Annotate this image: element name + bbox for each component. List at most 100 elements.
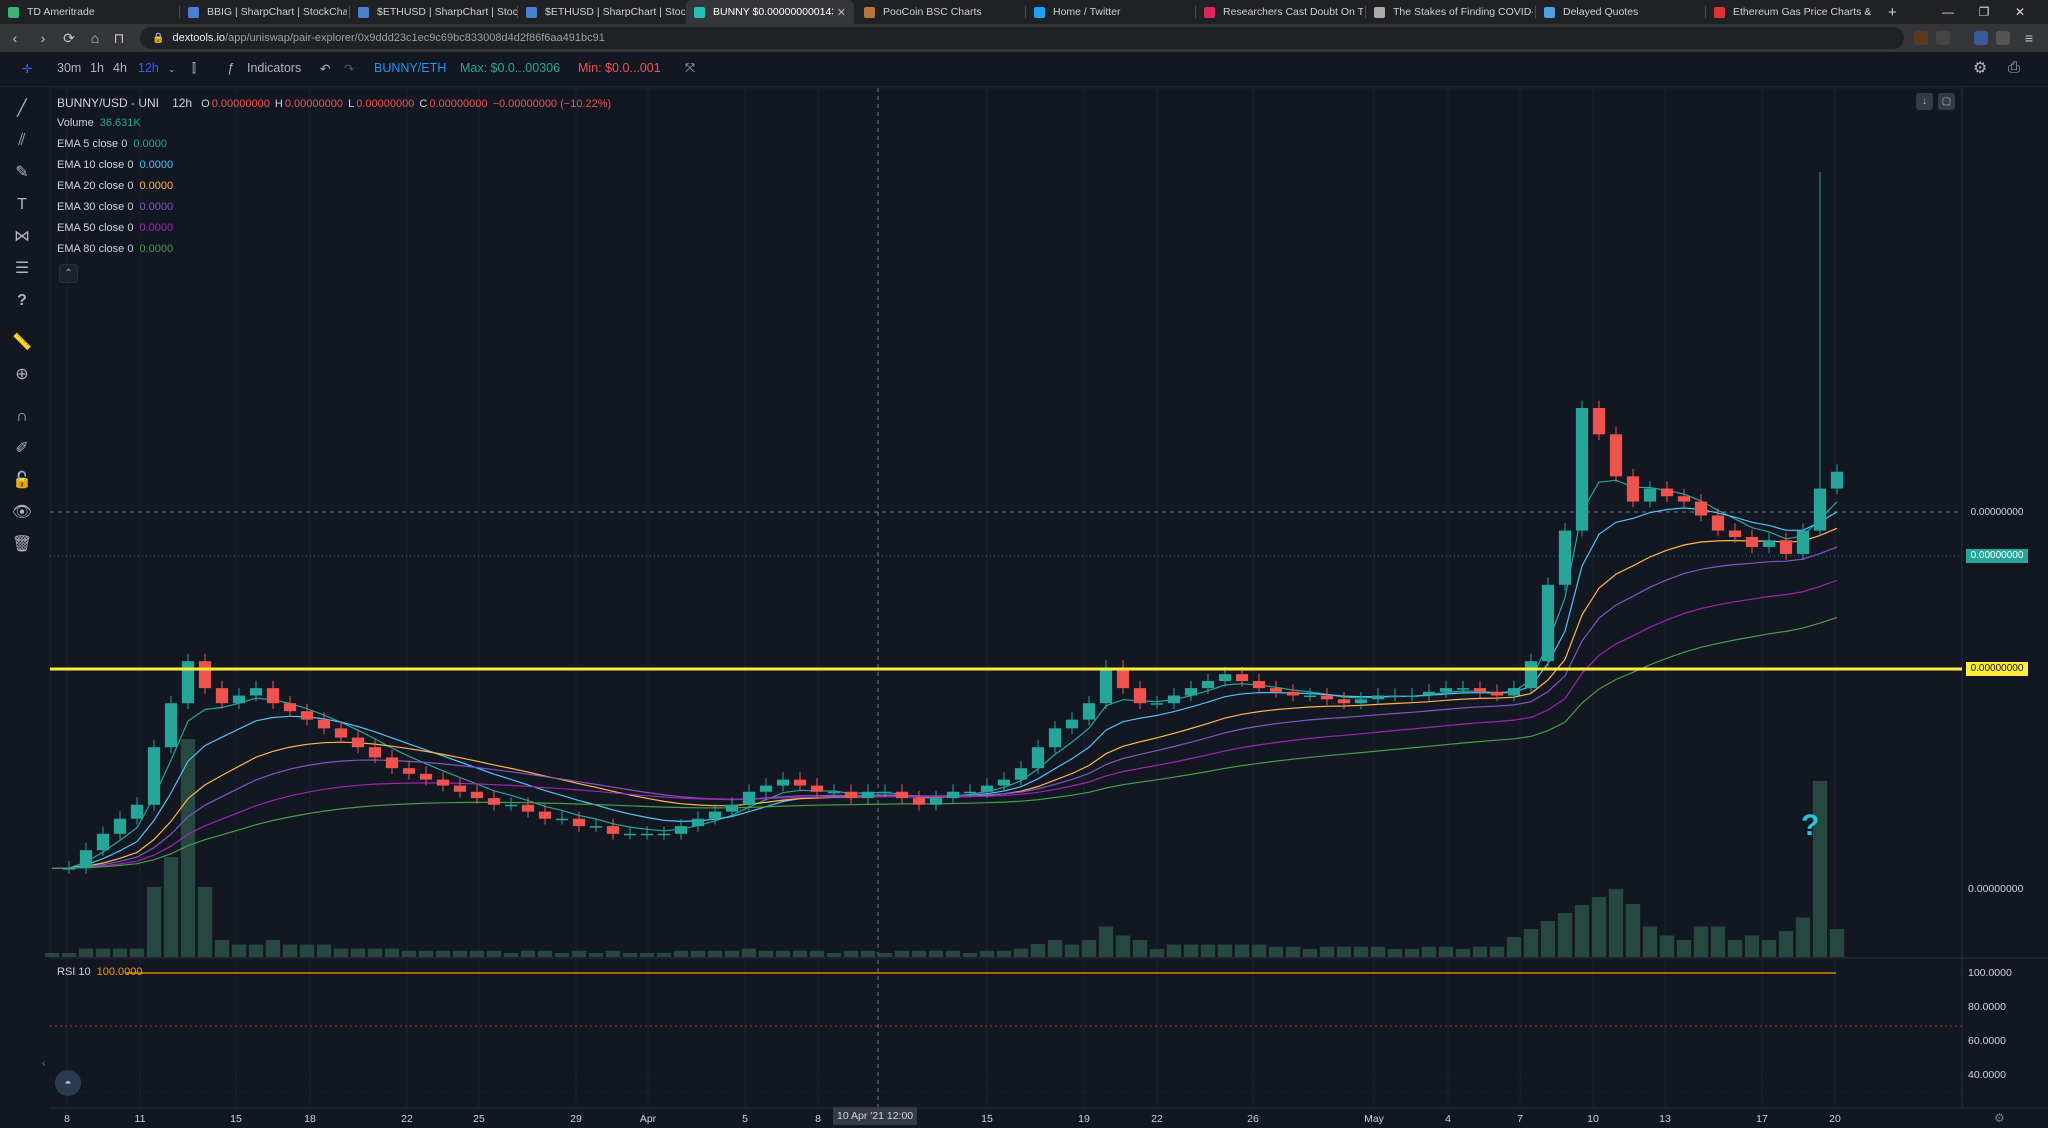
ema-label: EMA 20 close 0 <box>57 180 134 192</box>
interval-1h[interactable]: 1h <box>90 61 104 75</box>
chevron-down-icon[interactable]: ⌄ <box>168 64 176 74</box>
axis-settings-icon[interactable]: ⚙ <box>1994 1111 2005 1125</box>
tab-favicon-icon <box>1204 6 1215 18</box>
prediction-icon[interactable]: ☰ <box>14 260 30 277</box>
ruler-icon[interactable]: 📏 <box>12 334 32 351</box>
pattern-icon[interactable]: ⋈ <box>14 228 30 245</box>
browser-tab[interactable]: BUNNY $0.000000000143 - P✕ <box>686 0 854 24</box>
minimize-icon[interactable]: — <box>1942 5 1954 19</box>
crosshair-icon[interactable]: ✛ <box>22 62 33 76</box>
tab-favicon-icon <box>864 6 875 18</box>
browser-tab[interactable]: Delayed Quotes <box>1536 0 1704 24</box>
volume-legend[interactable]: Volume 36.631K <box>57 117 141 129</box>
time-axis-label: 18 <box>304 1113 316 1125</box>
tab-favicon-icon <box>188 6 199 18</box>
back-arrow-icon[interactable]: ‹ <box>12 30 18 46</box>
browser-tab[interactable]: $ETHUSD | SharpChart | StockCh <box>350 0 518 24</box>
chart-toolbar: ✛ 30m 1h 4h 12h ⌄ ⫿ ƒ Indicators ↶ ↷ BUN… <box>0 52 2048 87</box>
text-tool-icon[interactable]: T <box>17 196 27 213</box>
ema-legend-row[interactable]: EMA 50 close 0 0.0000 <box>57 222 173 234</box>
extension-icon[interactable] <box>1974 31 1988 45</box>
brave-shield-icon[interactable] <box>1914 31 1928 45</box>
tab-title: Researchers Cast Doubt On Theo <box>1223 6 1363 18</box>
browser-tab[interactable]: TD Ameritrade <box>0 0 168 24</box>
tab-close-icon[interactable]: ✕ <box>836 6 846 19</box>
tab-separator <box>1365 6 1366 18</box>
tab-separator <box>179 6 180 18</box>
interval-4h[interactable]: 4h <box>113 61 127 75</box>
indicators-button[interactable]: Indicators <box>247 61 302 75</box>
fullscreen-icon[interactable]: ⤧ <box>685 61 696 75</box>
trash-icon[interactable]: 🗑 <box>11 536 33 553</box>
browser-tab[interactable]: Home / Twitter <box>1026 0 1194 24</box>
time-axis-label: 11 <box>134 1113 146 1125</box>
browser-tab[interactable]: Ethereum Gas Price Charts & His <box>1706 0 1874 24</box>
browser-tab[interactable]: $ETHUSD | SharpChart | StockCh <box>518 0 686 24</box>
browser-tab[interactable]: BBIG | SharpChart | StockCharts.c <box>180 0 348 24</box>
brush-icon[interactable]: ✎ <box>15 164 29 181</box>
stay-drawing-icon[interactable]: ✐ <box>15 440 29 457</box>
reload-icon[interactable]: ⟳ <box>63 29 75 46</box>
tab-separator <box>517 6 518 18</box>
collapse-legend-button[interactable]: ⌃ <box>59 264 78 283</box>
lock-drawings-icon[interactable]: 🔓 <box>12 472 32 489</box>
camera-icon[interactable]: ⎙ <box>2008 59 2021 76</box>
home-icon[interactable]: ⌂ <box>90 30 100 46</box>
trend-line-icon[interactable]: ╱ <box>17 100 27 117</box>
ema-label: EMA 50 close 0 <box>57 222 134 234</box>
ema-legend-row[interactable]: EMA 20 close 0 0.0000 <box>57 180 173 192</box>
horizontal-line-price-tag: 0.00000000 <box>1966 662 2028 676</box>
browser-tab[interactable]: Researchers Cast Doubt On Theo <box>1196 0 1364 24</box>
eye-icon[interactable]: 👁 <box>11 504 33 521</box>
time-axis-label: 13 <box>1659 1113 1671 1125</box>
puzzle-icon[interactable] <box>1996 31 2010 45</box>
tab-separator <box>1705 6 1706 18</box>
reset-chart-icon[interactable]: ▢ <box>1938 93 1955 110</box>
price-axis-label: 0.00000000 <box>1968 883 2024 895</box>
url-input[interactable]: 🔒 dextools.io/app/uniswap/pair-explorer/… <box>140 27 1904 49</box>
new-tab-button[interactable]: + <box>1888 3 1897 21</box>
ema-legend-row[interactable]: EMA 5 close 0 0.0000 <box>57 138 167 150</box>
indicators-icon[interactable]: ƒ <box>227 61 234 75</box>
time-axis-label: 25 <box>473 1113 485 1125</box>
forward-arrow-icon[interactable]: › <box>40 30 46 46</box>
high-label: H <box>274 98 283 110</box>
ema-legend-row[interactable]: EMA 30 close 0 0.0000 <box>57 201 173 213</box>
tab-favicon-icon <box>8 6 19 18</box>
interval-30m[interactable]: 30m <box>57 61 82 75</box>
restore-icon[interactable]: ❐ <box>1978 5 1990 19</box>
magnet-icon[interactable]: ∩ <box>16 408 28 425</box>
time-axis-label: 15 <box>981 1113 993 1125</box>
bookmark-icon[interactable]: ⊓ <box>113 29 125 46</box>
scroll-left-icon[interactable]: ↓ <box>1916 93 1933 110</box>
settings-gear-icon[interactable]: ⚙ <box>1973 60 1988 77</box>
tab-favicon-icon <box>1714 6 1725 18</box>
ema-label: EMA 30 close 0 <box>57 201 134 213</box>
pair-label[interactable]: BUNNY/ETH <box>374 61 447 75</box>
browser-tab[interactable]: The Stakes of Finding COVID-19 <box>1366 0 1534 24</box>
collapse-arrow-icon[interactable]: ‹ <box>42 1058 46 1069</box>
volume-value: 36.631K <box>99 117 141 129</box>
open-label: O <box>201 98 210 110</box>
candle-style-icon[interactable]: ⫿ <box>192 61 197 75</box>
rsi-legend[interactable]: RSI 10 100.0000 <box>57 966 143 978</box>
fib-tools-icon[interactable]: ⫽ <box>18 132 26 149</box>
help-icon[interactable]: ? <box>17 292 27 309</box>
ema-label: EMA 80 close 0 <box>57 243 134 255</box>
ema-legend-row[interactable]: EMA 10 close 0 0.0000 <box>57 159 173 171</box>
interval-12h[interactable]: 12h <box>138 61 159 75</box>
redo-icon[interactable]: ↷ <box>344 62 355 76</box>
menu-icon[interactable]: ≡ <box>2024 30 2034 46</box>
ema-value: 0.0000 <box>139 201 174 213</box>
tab-title: Delayed Quotes <box>1563 6 1639 18</box>
rewards-icon[interactable] <box>1936 31 1950 45</box>
tab-separator <box>1195 6 1196 18</box>
tradingview-logo-icon[interactable]: ◓ <box>55 1070 81 1096</box>
zoom-in-icon[interactable]: ⊕ <box>15 366 29 383</box>
browser-tab[interactable]: PooCoin BSC Charts <box>856 0 1024 24</box>
undo-icon[interactable]: ↶ <box>320 62 331 76</box>
ema-legend-row[interactable]: EMA 80 close 0 0.0000 <box>57 243 173 255</box>
dextools-app: ✛ 30m 1h 4h 12h ⌄ ⫿ ƒ Indicators ↶ ↷ BUN… <box>0 52 2048 1128</box>
close-window-icon[interactable]: ✕ <box>2014 5 2026 19</box>
tab-separator <box>1025 6 1026 18</box>
